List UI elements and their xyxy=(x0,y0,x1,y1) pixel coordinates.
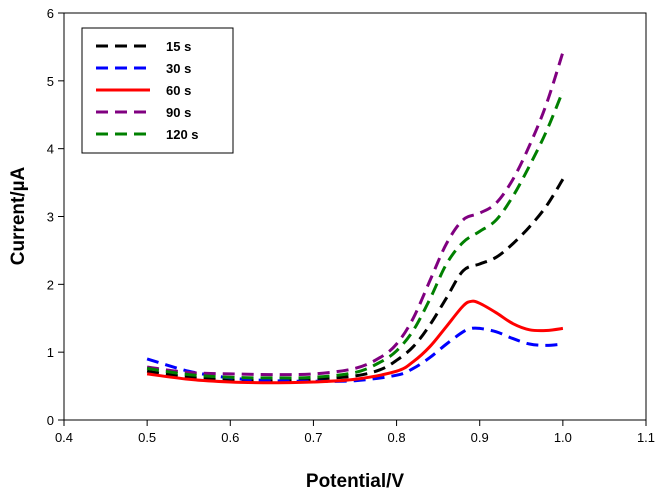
x-tick-label: 0.7 xyxy=(304,430,322,445)
x-axis-title: Potential/V xyxy=(306,471,405,492)
x-tick-label: 0.6 xyxy=(221,430,239,445)
y-tick-label: 6 xyxy=(47,6,54,21)
x-tick-label: 0.9 xyxy=(471,430,489,445)
y-tick-label: 1 xyxy=(47,345,54,360)
x-tick-label: 0.8 xyxy=(388,430,406,445)
y-tick-label: 4 xyxy=(47,142,54,157)
legend: 15 s 30 s 60 s 90 s 120 s xyxy=(81,27,234,154)
legend-label-60s: 60 s xyxy=(166,83,191,98)
y-tick-label: 0 xyxy=(47,413,54,428)
series-line-120s xyxy=(146,90,565,380)
legend-label-90s: 90 s xyxy=(166,105,191,120)
y-axis-title: Current/µA xyxy=(8,166,29,265)
legend-label-30s: 30 s xyxy=(166,61,191,76)
y-tick-label: 3 xyxy=(47,210,54,225)
y-tick-label: 5 xyxy=(47,74,54,89)
series-line-90s xyxy=(146,51,565,377)
x-tick-label: 0.4 xyxy=(55,430,73,445)
y-tick-label: 2 xyxy=(47,277,54,292)
x-tick-label: 1.1 xyxy=(637,430,655,445)
x-tick-label: 0.5 xyxy=(138,430,156,445)
legend-label-120s: 120 s xyxy=(166,127,199,142)
series-line-30s xyxy=(146,326,564,383)
series-line-60s xyxy=(146,299,564,385)
legend-label-15s: 15 s xyxy=(166,39,191,54)
x-tick-label: 1.0 xyxy=(554,430,572,445)
